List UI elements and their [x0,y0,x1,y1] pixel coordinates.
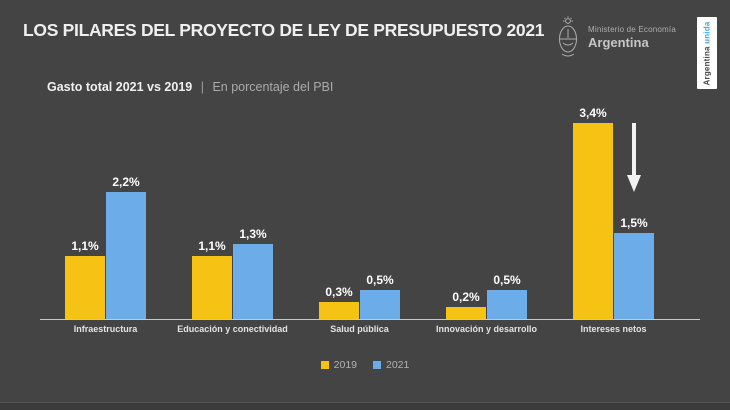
legend-label: 2019 [333,359,357,371]
bar-rect-2019 [573,123,613,319]
subtitle-bold: Gasto total 2021 vs 2019 [47,80,193,94]
bottom-strip [0,402,730,410]
ministry-logo: Ministerio de Economía Argentina [556,16,676,58]
legend-label: 2021 [386,359,410,371]
bar-2019: 3,4% [573,106,613,319]
legend-item-2019: 2019 [320,359,357,371]
bar-rect-2019 [446,307,486,319]
bar-value-label: 2,2% [112,175,140,189]
category-label: Infraestructura [73,324,138,334]
subtitle-separator: | [200,80,204,94]
chart-subtitle: Gasto total 2021 vs 2019 | En porcentaje… [47,80,333,94]
bar-group: 0,2% 0,5% [446,106,527,319]
ministry-name: Ministerio de Economía [588,24,676,34]
argentina-unida-badge: Argentina unida [697,17,717,89]
bar-group: 1,1% 2,2% [65,106,146,319]
category-label: Intereses netos [580,324,647,334]
bar-rect-2021 [233,244,273,319]
bar-value-label: 0,2% [452,290,480,304]
subtitle-regular: En porcentaje del PBI [212,80,334,94]
bar-rect-2021 [487,290,527,319]
category-label: Salud pública [330,324,389,334]
bar-value-label: 0,5% [493,273,521,287]
bar-rect-2019 [319,302,359,319]
bar-value-label: 3,4% [579,106,607,120]
bar-2021: 0,5% [360,273,400,319]
bar-rect-2021 [106,192,146,319]
bar-rect-2021 [614,233,654,319]
ministry-country: Argentina [588,34,649,50]
bar-rect-2019 [65,256,105,319]
bar-value-label: 1,1% [71,239,99,253]
bar-value-label: 1,5% [620,216,648,230]
argentina-coat-of-arms-icon [559,16,577,57]
bar-2021: 1,3% [233,227,273,319]
bar-value-label: 1,3% [239,227,267,241]
category-labels-row: Infraestructura Educación y conectividad S… [40,324,700,334]
page-title: LOS PILARES DEL PROYECTO DE LEY DE PRESU… [23,20,545,40]
legend-swatch-icon [320,361,329,369]
bar-value-label: 0,3% [325,285,353,299]
bar-2019: 1,1% [192,239,232,319]
bar-2019: 0,2% [446,290,486,319]
category-label: Innovación y desarrollo [435,324,538,334]
bar-value-label: 1,1% [198,239,226,253]
category-label: Educación y conectividad [177,324,288,334]
bar-2021: 0,5% [487,273,527,319]
bar-group: 1,1% 1,3% [192,106,273,319]
bar-2019: 0,3% [319,285,359,319]
badge-word-argentina: Argentina [702,45,712,85]
bar-2021: 1,5% [614,216,654,319]
bar-2021: 2,2% [106,175,146,319]
bar-group: 0,3% 0,5% [319,106,400,319]
legend-swatch-icon [373,361,381,369]
chart-legend: 2019 2021 [0,359,730,371]
legend-item-2021: 2021 [373,359,409,371]
bar-rect-2019 [192,256,232,319]
badge-word-unida: unida [702,21,712,44]
bar-chart-plot: 1,1% 2,2% 1,1% 1,3% 0,3% 0,5% 0,2% 0,5% 3,4% 1,5% [40,106,700,320]
bar-value-label: 0,5% [366,273,394,287]
ministry-text: Ministerio de Economía Argentina [588,25,676,50]
argentina-unida-label: Argentina unida [703,21,712,85]
down-arrow-icon [625,123,643,198]
bar-2019: 1,1% [65,239,105,319]
bar-group: 3,4% 1,5% [573,106,654,319]
bar-rect-2021 [360,290,400,319]
